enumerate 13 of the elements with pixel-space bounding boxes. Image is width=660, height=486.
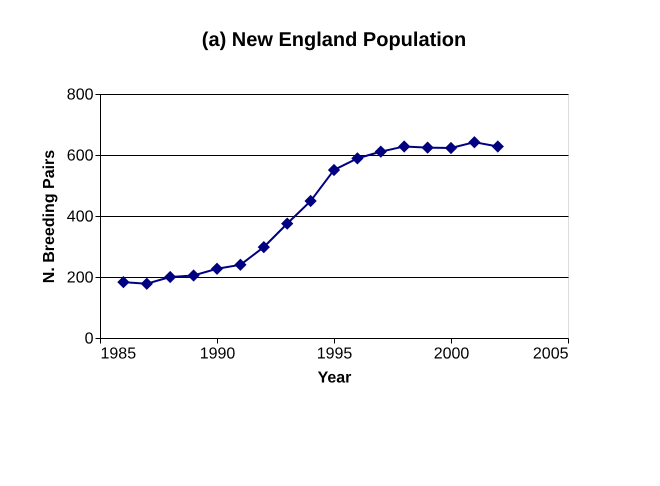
x-tick-label: 1985	[100, 346, 136, 362]
y-tick-label: 600	[66, 148, 94, 164]
y-tick-label: 400	[66, 208, 94, 226]
y-axis-title: N. Breeding Pairs	[40, 150, 58, 284]
x-tick-label: 2005	[532, 346, 569, 362]
x-tick-label: 1995	[316, 346, 352, 362]
y-tick-label: 800	[66, 86, 94, 104]
x-tick-label: 2000	[434, 346, 470, 362]
x-axis-title: Year	[318, 370, 352, 386]
x-tick-label: 1990	[200, 346, 236, 362]
chart-title: (a) New England Population	[202, 29, 466, 51]
y-tick-label: 200	[66, 270, 94, 286]
y-tick-label: 0	[84, 330, 94, 348]
